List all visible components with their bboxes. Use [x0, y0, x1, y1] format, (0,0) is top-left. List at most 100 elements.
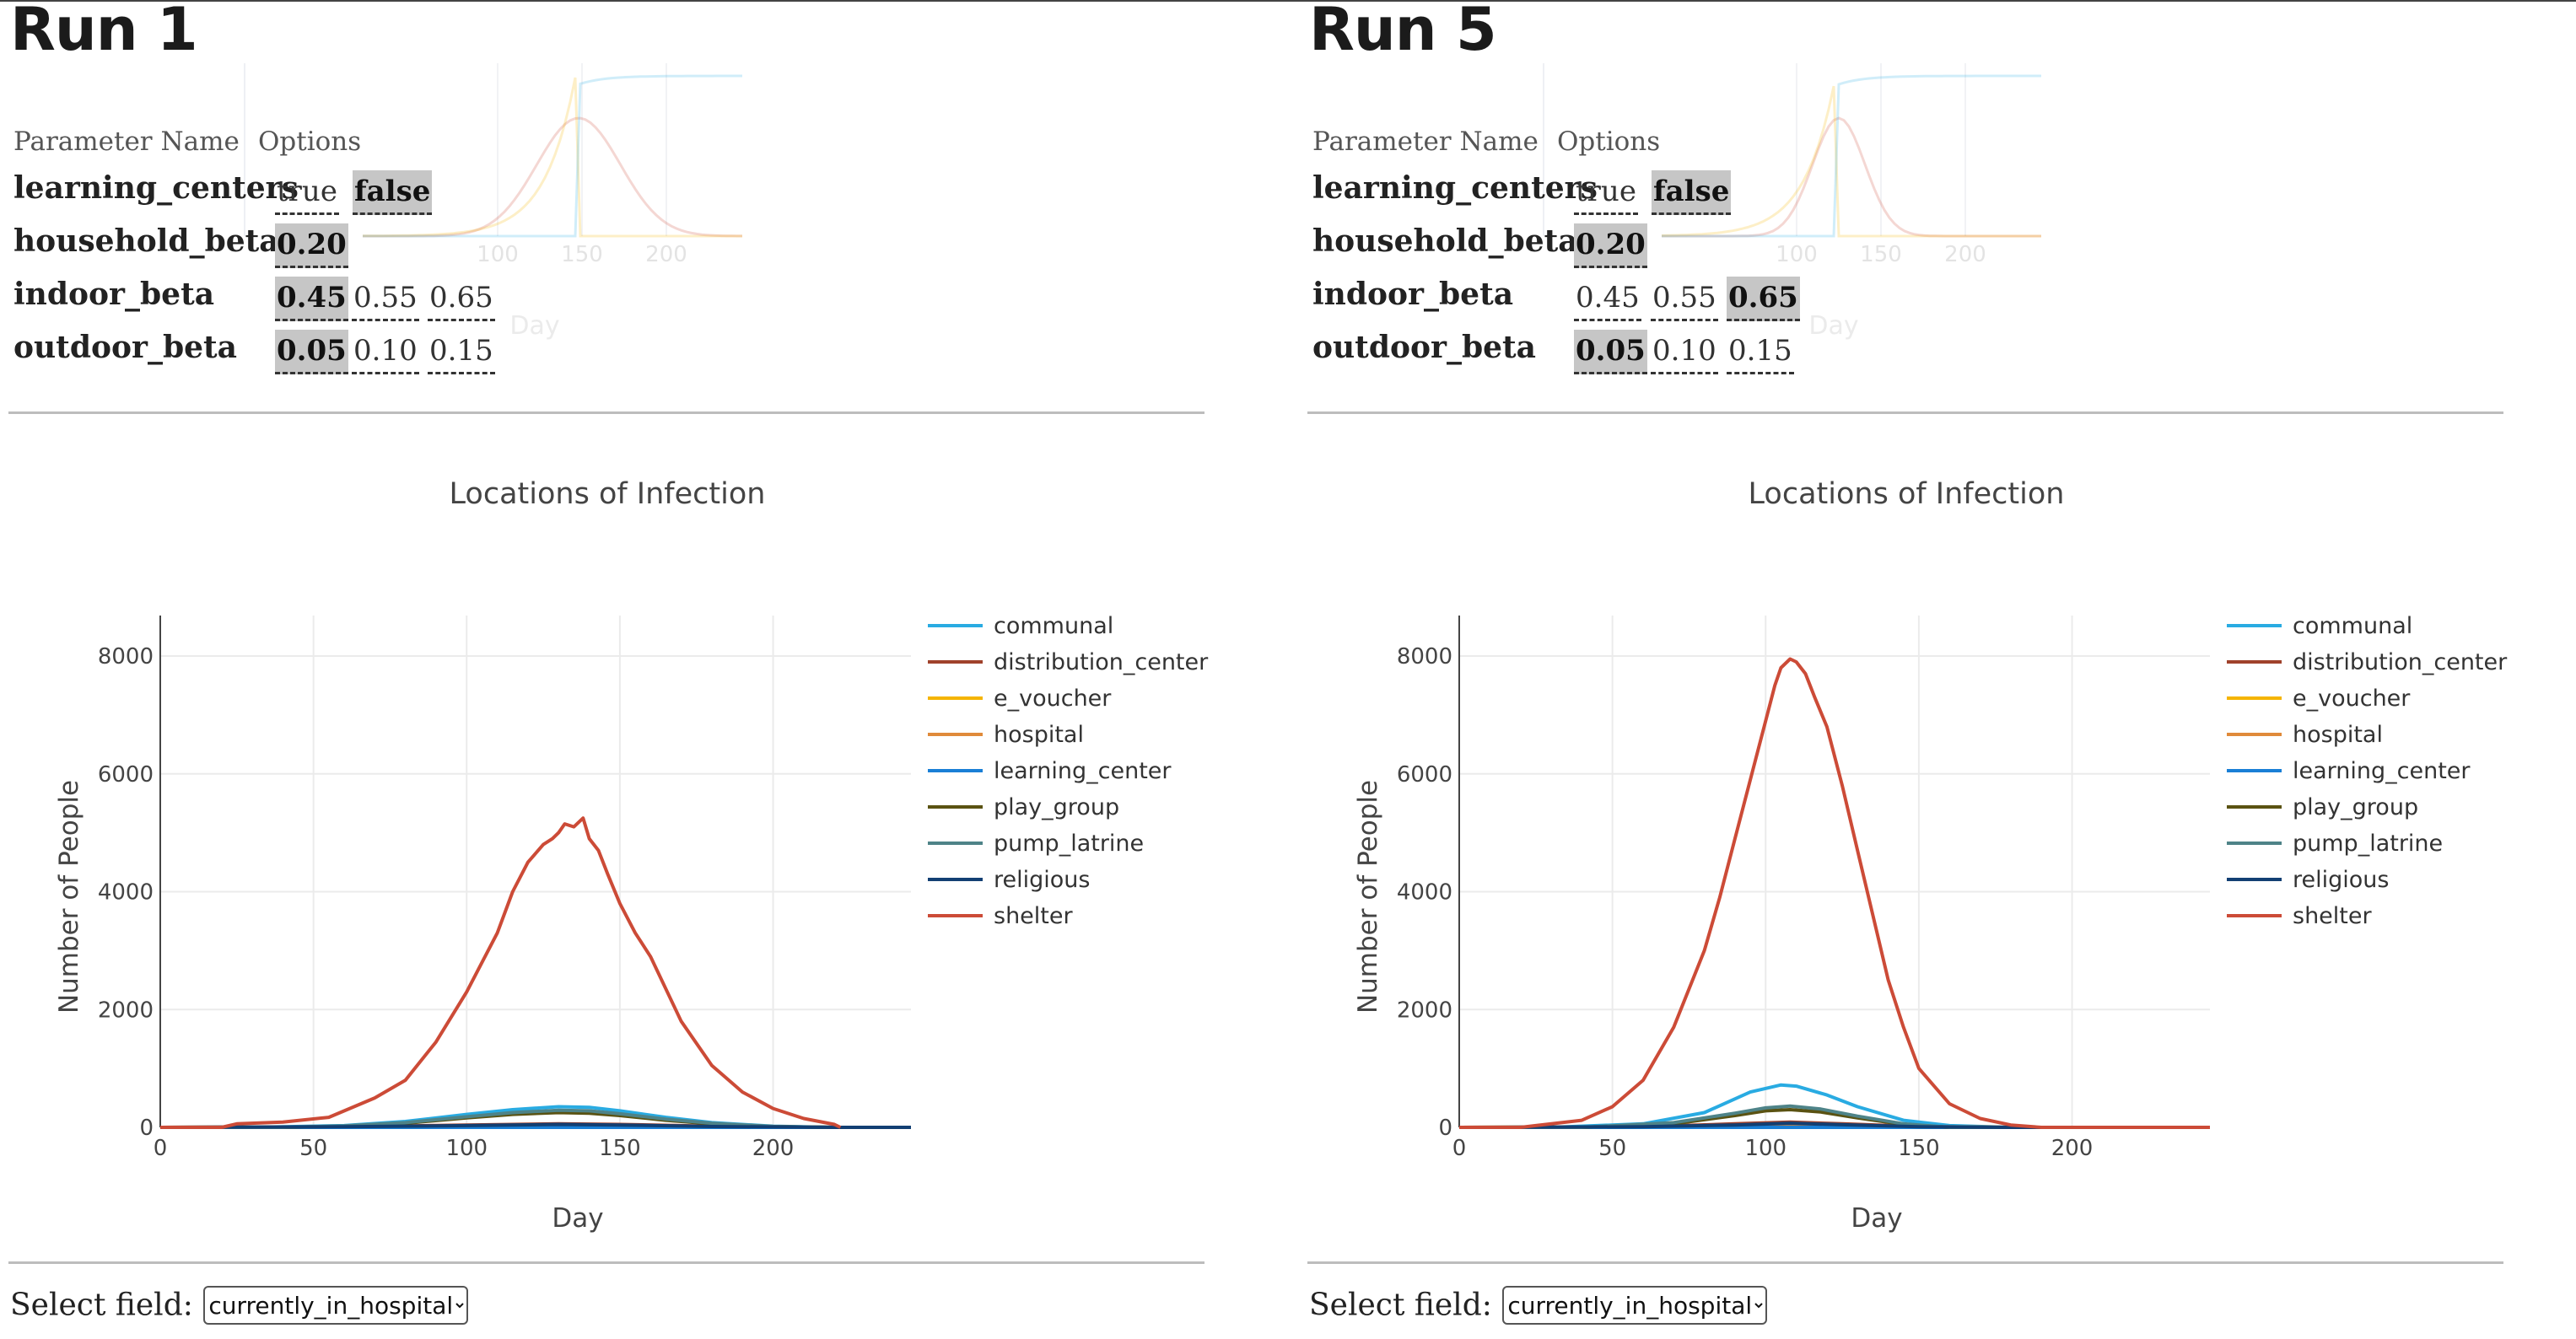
y-tick-label: 6000	[1397, 762, 1452, 788]
ghost-tick-label: 150	[1860, 242, 1902, 267]
run-panel-1: 100 150 200 Day Run 1 Parameter Name Option…	[0, 0, 1240, 1339]
x-tick-label: 100	[1744, 1136, 1786, 1161]
parameter-name: learning_centers	[13, 170, 299, 206]
series-line-pump-latrine	[1459, 1104, 2210, 1129]
x-axis-title: Day	[552, 1203, 603, 1234]
run-title: Run 5	[1309, 0, 1497, 64]
chart-title: Locations of Infection	[449, 477, 766, 511]
parameter-option[interactable]: true	[1574, 170, 1638, 215]
divider	[8, 411, 1204, 414]
ghost-axis-label: Day	[509, 311, 559, 341]
y-tick-label: 0	[1438, 1116, 1452, 1141]
legend-label: distribution_center	[2293, 649, 2508, 675]
select-field-row: Select field: currently_in_hospital	[1309, 1286, 1768, 1325]
y-tick-label: 2000	[1397, 998, 1452, 1023]
divider	[8, 1261, 1204, 1264]
top-border	[0, 0, 2576, 2]
parameter-option[interactable]: 0.05	[275, 330, 348, 374]
divider	[1307, 1261, 2503, 1264]
x-tick-label: 100	[445, 1136, 488, 1161]
legend-label: religious	[994, 867, 1090, 893]
parameter-option[interactable]: 0.20	[275, 223, 348, 268]
parameter-name: outdoor_beta	[13, 330, 238, 365]
series-line-religious	[1458, 1121, 2210, 1129]
y-tick-label: 4000	[1397, 880, 1452, 906]
legend-label: pump_latrine	[2293, 831, 2443, 857]
parameter-name: household_beta	[1312, 223, 1578, 259]
parameter-option[interactable]: 0.55	[1651, 277, 1718, 321]
legend-label: hospital	[2293, 722, 2383, 748]
select-field-row: Select field: currently_in_hospital	[10, 1286, 469, 1325]
ghost-axis-label: Day	[1808, 311, 1858, 341]
legend-label: play_group	[2293, 794, 2418, 820]
parameter-option[interactable]: 0.05	[1574, 330, 1647, 374]
parameter-name-header: Parameter Name	[13, 126, 240, 157]
x-tick-label: 200	[752, 1136, 795, 1161]
legend-label: communal	[994, 613, 1113, 639]
legend-label: play_group	[994, 794, 1119, 820]
field-select[interactable]: currently_in_hospital	[1502, 1286, 1768, 1325]
parameter-name: outdoor_beta	[1312, 330, 1537, 365]
parameter-name: learning_centers	[1312, 170, 1598, 206]
chart-title: Locations of Infection	[1748, 477, 2065, 511]
options-header: Options	[258, 126, 362, 157]
y-tick-label: 8000	[98, 644, 154, 670]
parameter-option[interactable]: 0.55	[352, 277, 419, 321]
options-header: Options	[1557, 126, 1661, 157]
x-tick-label: 150	[599, 1136, 641, 1161]
legend-label: religious	[2293, 867, 2389, 893]
y-tick-label: 2000	[98, 998, 154, 1023]
y-tick-label: 4000	[98, 880, 154, 906]
run-title: Run 1	[10, 0, 198, 64]
legend-label: shelter	[994, 903, 1073, 929]
parameter-option[interactable]: 0.45	[1574, 277, 1641, 321]
parameter-option[interactable]: true	[275, 170, 339, 215]
ghost-tick-label: 200	[1944, 242, 1986, 267]
legend-label: communal	[2293, 613, 2412, 639]
series-line-religious	[159, 1122, 911, 1129]
legend-label: e_voucher	[994, 686, 1112, 712]
y-axis-title: Number of People	[1353, 780, 1383, 1014]
parameter-option[interactable]: false	[353, 170, 433, 215]
parameter-option[interactable]: false	[1652, 170, 1732, 215]
parameter-option[interactable]: 0.15	[428, 330, 495, 374]
series-line-shelter	[160, 816, 842, 1129]
x-tick-label: 0	[1452, 1136, 1467, 1161]
divider	[1307, 411, 2503, 414]
legend-label: pump_latrine	[994, 831, 1144, 857]
ghost-tick-label: 200	[645, 242, 687, 267]
run-panel-5: 100 150 200 Day Run 5 Parameter Name Option…	[1299, 0, 2539, 1339]
parameter-option[interactable]: 0.20	[1574, 223, 1647, 268]
legend-label: distribution_center	[994, 649, 1209, 675]
legend-label: e_voucher	[2293, 686, 2411, 712]
parameter-option[interactable]: 0.15	[1727, 330, 1794, 374]
legend-label: shelter	[2293, 903, 2372, 929]
parameter-name: household_beta	[13, 223, 279, 259]
x-tick-label: 150	[1898, 1136, 1940, 1161]
parameter-name-header: Parameter Name	[1312, 126, 1539, 157]
x-tick-label: 50	[299, 1136, 327, 1161]
y-tick-label: 0	[139, 1116, 154, 1141]
parameter-option[interactable]: 0.45	[275, 277, 348, 321]
parameter-name: indoor_beta	[13, 277, 215, 312]
y-tick-label: 8000	[1397, 644, 1452, 670]
parameter-option[interactable]: 0.10	[352, 330, 419, 374]
series-line-shelter	[1459, 657, 2210, 1129]
x-tick-label: 50	[1598, 1136, 1626, 1161]
legend-label: learning_center	[994, 758, 1172, 784]
parameter-option[interactable]: 0.65	[1727, 277, 1800, 321]
ghost-tick-label: 100	[477, 242, 519, 267]
x-axis-title: Day	[1851, 1203, 1902, 1234]
legend-label: learning_center	[2293, 758, 2471, 784]
y-axis-title: Number of People	[54, 780, 84, 1014]
parameter-name: indoor_beta	[1312, 277, 1514, 312]
x-tick-label: 200	[2051, 1136, 2094, 1161]
y-tick-label: 6000	[98, 762, 154, 788]
parameter-option[interactable]: 0.65	[428, 277, 495, 321]
x-tick-label: 0	[154, 1136, 168, 1161]
ghost-tick-label: 100	[1776, 242, 1818, 267]
field-select[interactable]: currently_in_hospital	[203, 1286, 469, 1325]
parameter-option[interactable]: 0.10	[1651, 330, 1718, 374]
